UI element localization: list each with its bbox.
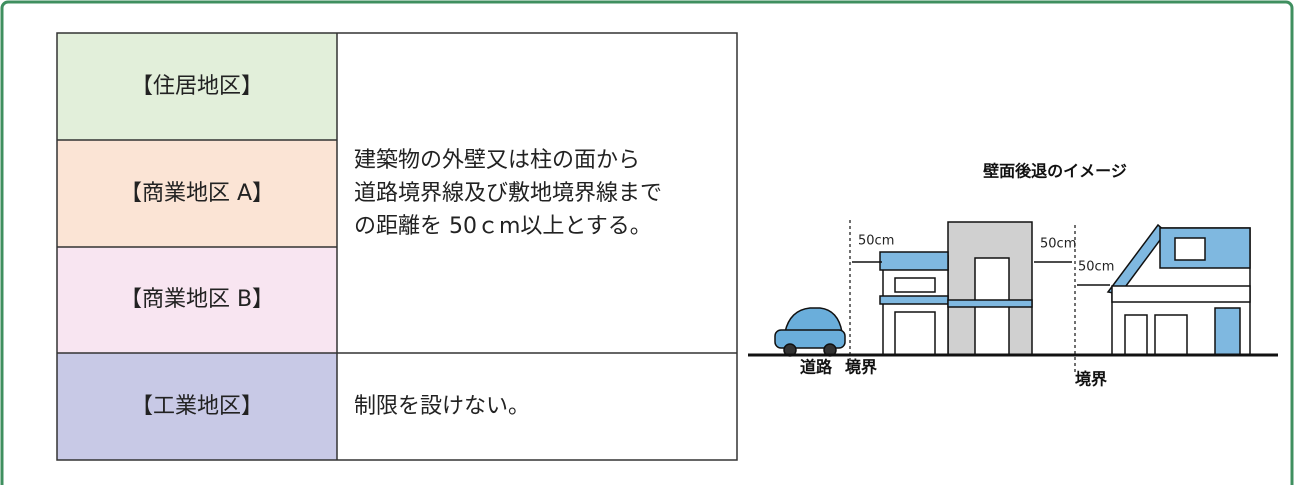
car-top	[784, 307, 843, 333]
rule-line: の距離を 50ｃm以上とする。	[354, 214, 652, 239]
cell-bg	[57, 140, 337, 247]
zone: 【住居地区】	[131, 74, 263, 99]
table-borders	[56, 32, 738, 461]
boundary-label: 境界	[1075, 370, 1107, 389]
dimension-label: 50cm	[1078, 260, 1114, 275]
window	[1124, 314, 1148, 356]
car-body	[774, 329, 846, 349]
zone: 【商業地区 A】	[120, 181, 274, 206]
roof	[879, 251, 949, 271]
houses	[748, 221, 1278, 357]
rule-line: 建築物の外壁又は柱の面から	[354, 148, 640, 173]
cell-bg	[57, 33, 337, 140]
boundary-lines	[849, 220, 1076, 375]
dimension-label: 50cm	[1040, 237, 1076, 252]
table: 【住居地区】 【商業地区 A】 【商業地区 B】 【工業地区】 建築物の外壁又は…	[56, 32, 738, 461]
door	[1214, 307, 1241, 356]
zone: 【商業地区 B】	[120, 287, 274, 312]
band	[947, 299, 1033, 308]
rule-line: 道路境界線及び敷地境界線まで	[354, 181, 662, 206]
balcony	[1111, 285, 1251, 303]
zone: 【工業地区】	[131, 394, 263, 419]
rule-line: 制限を設けない。	[354, 394, 530, 419]
eave	[879, 295, 949, 305]
window	[894, 277, 936, 293]
boundary-label: 境界	[845, 358, 877, 377]
cell-bg	[57, 353, 337, 460]
window	[894, 311, 936, 356]
illustration-title: 壁面後退のイメージ	[983, 162, 1127, 181]
window	[1154, 314, 1188, 356]
illustration: 壁面後退のイメージ	[748, 162, 1278, 389]
window	[1174, 237, 1206, 261]
dimension-label: 50cm	[858, 234, 894, 249]
cell-bg	[57, 247, 337, 353]
road-label: 道路	[800, 358, 833, 377]
